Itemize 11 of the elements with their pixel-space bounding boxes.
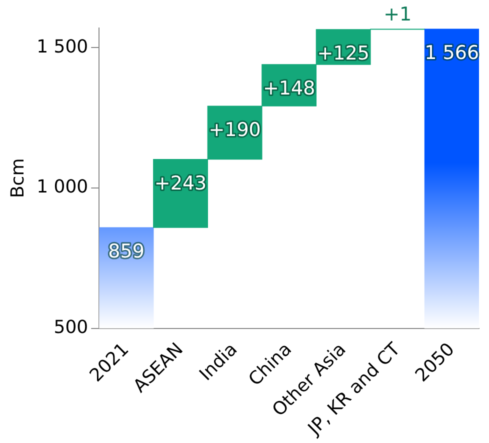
y-tick-label: 1 500 bbox=[36, 36, 88, 58]
data-label: +1 bbox=[384, 4, 412, 26]
data-label: 1 566 bbox=[424, 42, 480, 64]
y-tick-label: 1 000 bbox=[36, 176, 88, 198]
data-label: 859 bbox=[108, 240, 144, 263]
y-tick-label: 500 bbox=[54, 316, 88, 338]
y-axis-title: Bcm bbox=[7, 158, 28, 198]
data-label: +125 bbox=[317, 42, 370, 64]
data-label: +190 bbox=[208, 119, 261, 142]
data-label: +243 bbox=[154, 172, 207, 194]
data-label: +148 bbox=[262, 77, 316, 100]
